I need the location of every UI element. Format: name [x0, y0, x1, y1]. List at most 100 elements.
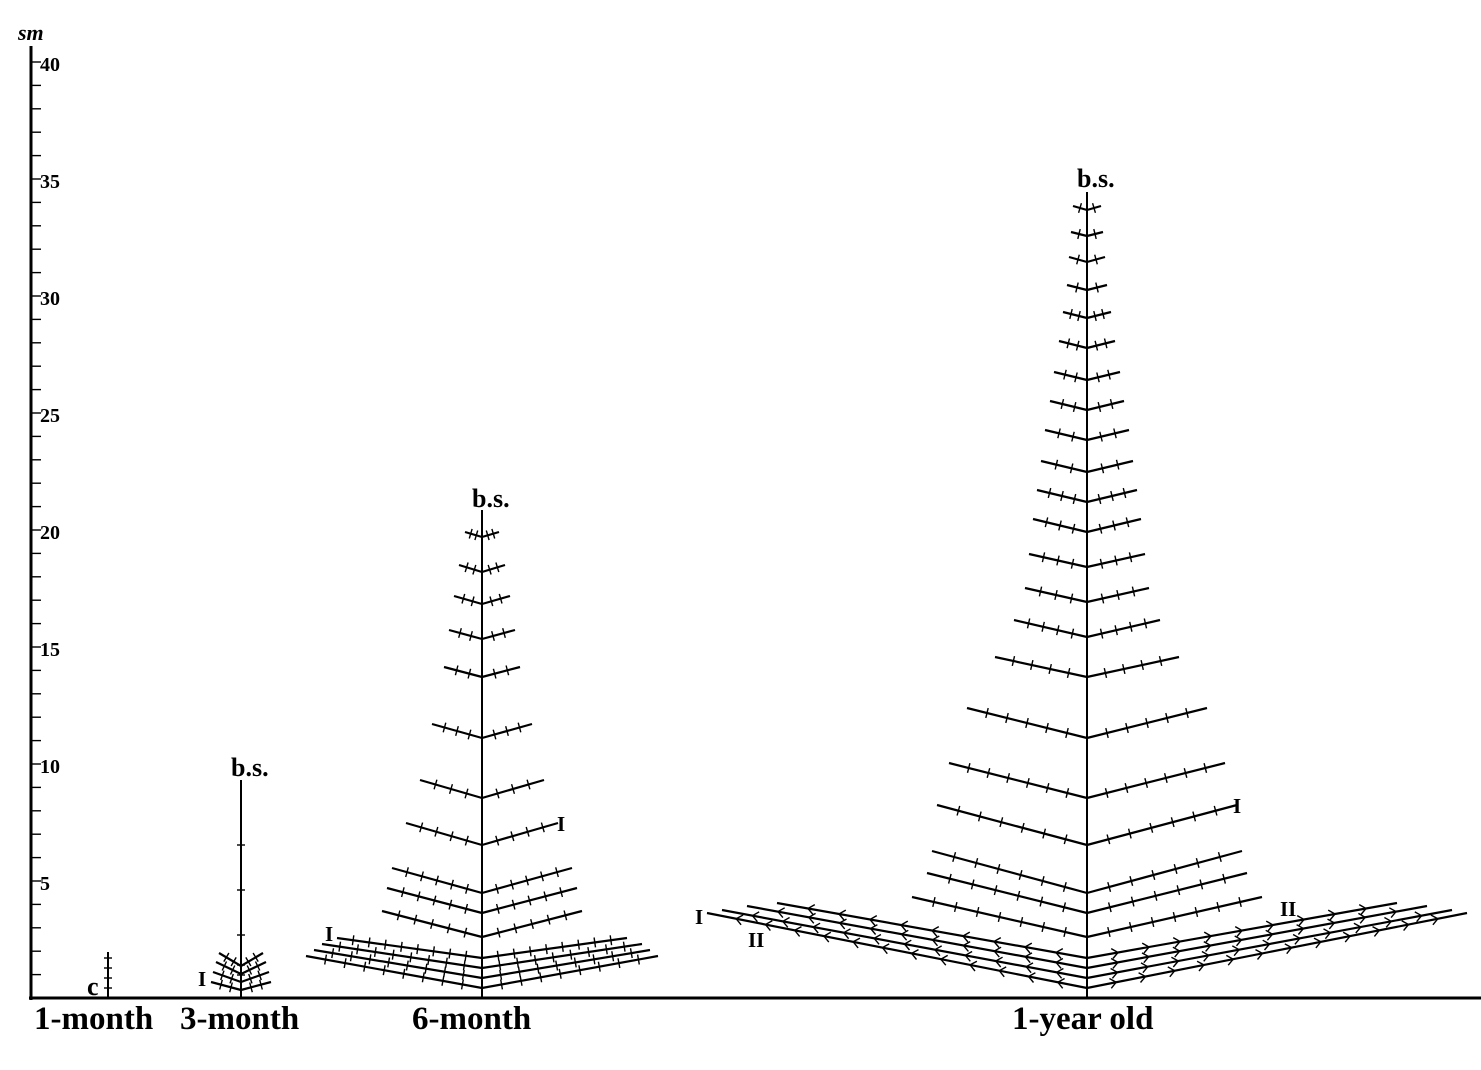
branch-tick	[1025, 717, 1029, 729]
branch-tick	[254, 961, 261, 971]
chevron-mark	[751, 915, 758, 923]
chevron-mark	[993, 946, 1002, 952]
branch-tick	[1056, 625, 1060, 636]
branch-tick	[1129, 621, 1133, 632]
branch-tick	[455, 726, 459, 736]
chevron-mark	[1372, 925, 1380, 931]
chevron-mark	[843, 932, 850, 940]
chevron-mark	[1296, 914, 1305, 921]
branch-tick	[1192, 811, 1197, 822]
branch-tick	[502, 628, 506, 638]
tick-label-40: 40	[40, 54, 60, 76]
branch-tick	[351, 935, 355, 946]
branch-tick	[445, 957, 448, 968]
chevron-mark	[777, 907, 786, 913]
branch-tick	[1153, 890, 1158, 901]
branch-tick	[525, 875, 529, 886]
branch-tick	[1104, 788, 1109, 798]
chevron-mark	[807, 908, 814, 915]
branch-tick	[1125, 722, 1129, 734]
branch-tick	[1038, 586, 1043, 597]
branch-1-year-right	[1086, 803, 1238, 847]
chevron-mark	[1142, 966, 1149, 974]
branch-tick	[1216, 901, 1221, 913]
tick-label-25: 25	[40, 405, 60, 427]
branch-tick	[555, 867, 559, 878]
branch-tick	[1077, 203, 1083, 213]
branch-tick	[1114, 625, 1118, 636]
branch-tick	[465, 883, 469, 894]
branch-tick	[519, 975, 523, 986]
chevron-mark	[1025, 966, 1032, 974]
branch-tick	[977, 811, 982, 822]
branch-tick	[511, 899, 516, 910]
chevron-mark	[1231, 945, 1240, 951]
branch-tick	[496, 927, 501, 938]
branch-tick	[516, 957, 519, 968]
branch-tick	[1130, 896, 1135, 907]
chevron-mark	[969, 960, 978, 966]
branch-tick	[536, 963, 540, 974]
chevron-mark	[900, 920, 909, 926]
chevron-mark	[940, 954, 949, 960]
branch-tick	[442, 722, 447, 733]
branch-tick	[464, 788, 469, 799]
chevron-mark	[1329, 913, 1336, 921]
branch-tick	[1222, 873, 1227, 884]
branch-tick	[356, 944, 359, 955]
chevron-mark	[993, 936, 1002, 943]
chevron-mark	[1358, 912, 1366, 918]
branch-tick	[1058, 520, 1062, 531]
branch-tick	[1109, 398, 1114, 410]
chevron-mark	[931, 925, 940, 932]
branch-tick	[577, 939, 580, 950]
age-label-1-year: 1-year old	[1012, 1001, 1153, 1037]
branch-tick	[448, 784, 454, 794]
branch-tick	[1122, 663, 1126, 675]
branch-tick	[468, 528, 473, 539]
chevron-mark	[882, 943, 890, 949]
age-label-3-month: 3-month	[180, 1001, 299, 1037]
chevron-mark	[807, 903, 816, 910]
chevron-mark	[1342, 931, 1351, 937]
chevron-mark	[735, 914, 744, 920]
branch-tick	[1093, 310, 1097, 322]
branch-1-year-left	[1053, 370, 1088, 382]
branch-tick	[467, 729, 472, 740]
branch-tick	[229, 973, 234, 984]
branch-tick	[448, 899, 453, 910]
branch-tick	[464, 950, 468, 961]
branch-tick	[1071, 431, 1075, 442]
branch-tick	[469, 631, 473, 641]
chevron-mark	[998, 970, 1005, 978]
branch-tick	[517, 966, 521, 977]
branch-tick	[1074, 372, 1078, 383]
branch-3-month-right	[240, 980, 272, 992]
branch-tick	[1069, 308, 1073, 320]
branch-tick	[464, 903, 469, 914]
chevron-mark	[932, 935, 940, 941]
branch-tick	[1144, 778, 1149, 788]
branch-tick	[1195, 858, 1200, 868]
branch-1-year-right	[1086, 428, 1130, 442]
branch-tick	[252, 952, 259, 962]
chevron-mark	[1385, 920, 1392, 928]
age-label-6-month: 6-month	[412, 1001, 531, 1037]
branch-tick	[435, 875, 439, 886]
chevron-mark	[823, 931, 832, 937]
branch-6-month-right	[481, 594, 511, 606]
chevron-mark	[1143, 956, 1150, 964]
chevron-mark	[1027, 976, 1035, 983]
chevron-mark	[1265, 929, 1273, 935]
chevron-mark	[1174, 941, 1181, 948]
chevron-mark	[1296, 924, 1304, 930]
branch-tick	[510, 879, 514, 890]
branch-tick	[1106, 834, 1111, 845]
chevron-mark	[962, 945, 969, 952]
branch-tick	[1199, 879, 1204, 890]
branch-6-month-left	[453, 594, 483, 606]
chevron-mark	[1401, 920, 1409, 926]
branch-tick	[1045, 722, 1049, 734]
branch-tick	[1185, 707, 1189, 719]
branch-tick	[1099, 558, 1104, 569]
